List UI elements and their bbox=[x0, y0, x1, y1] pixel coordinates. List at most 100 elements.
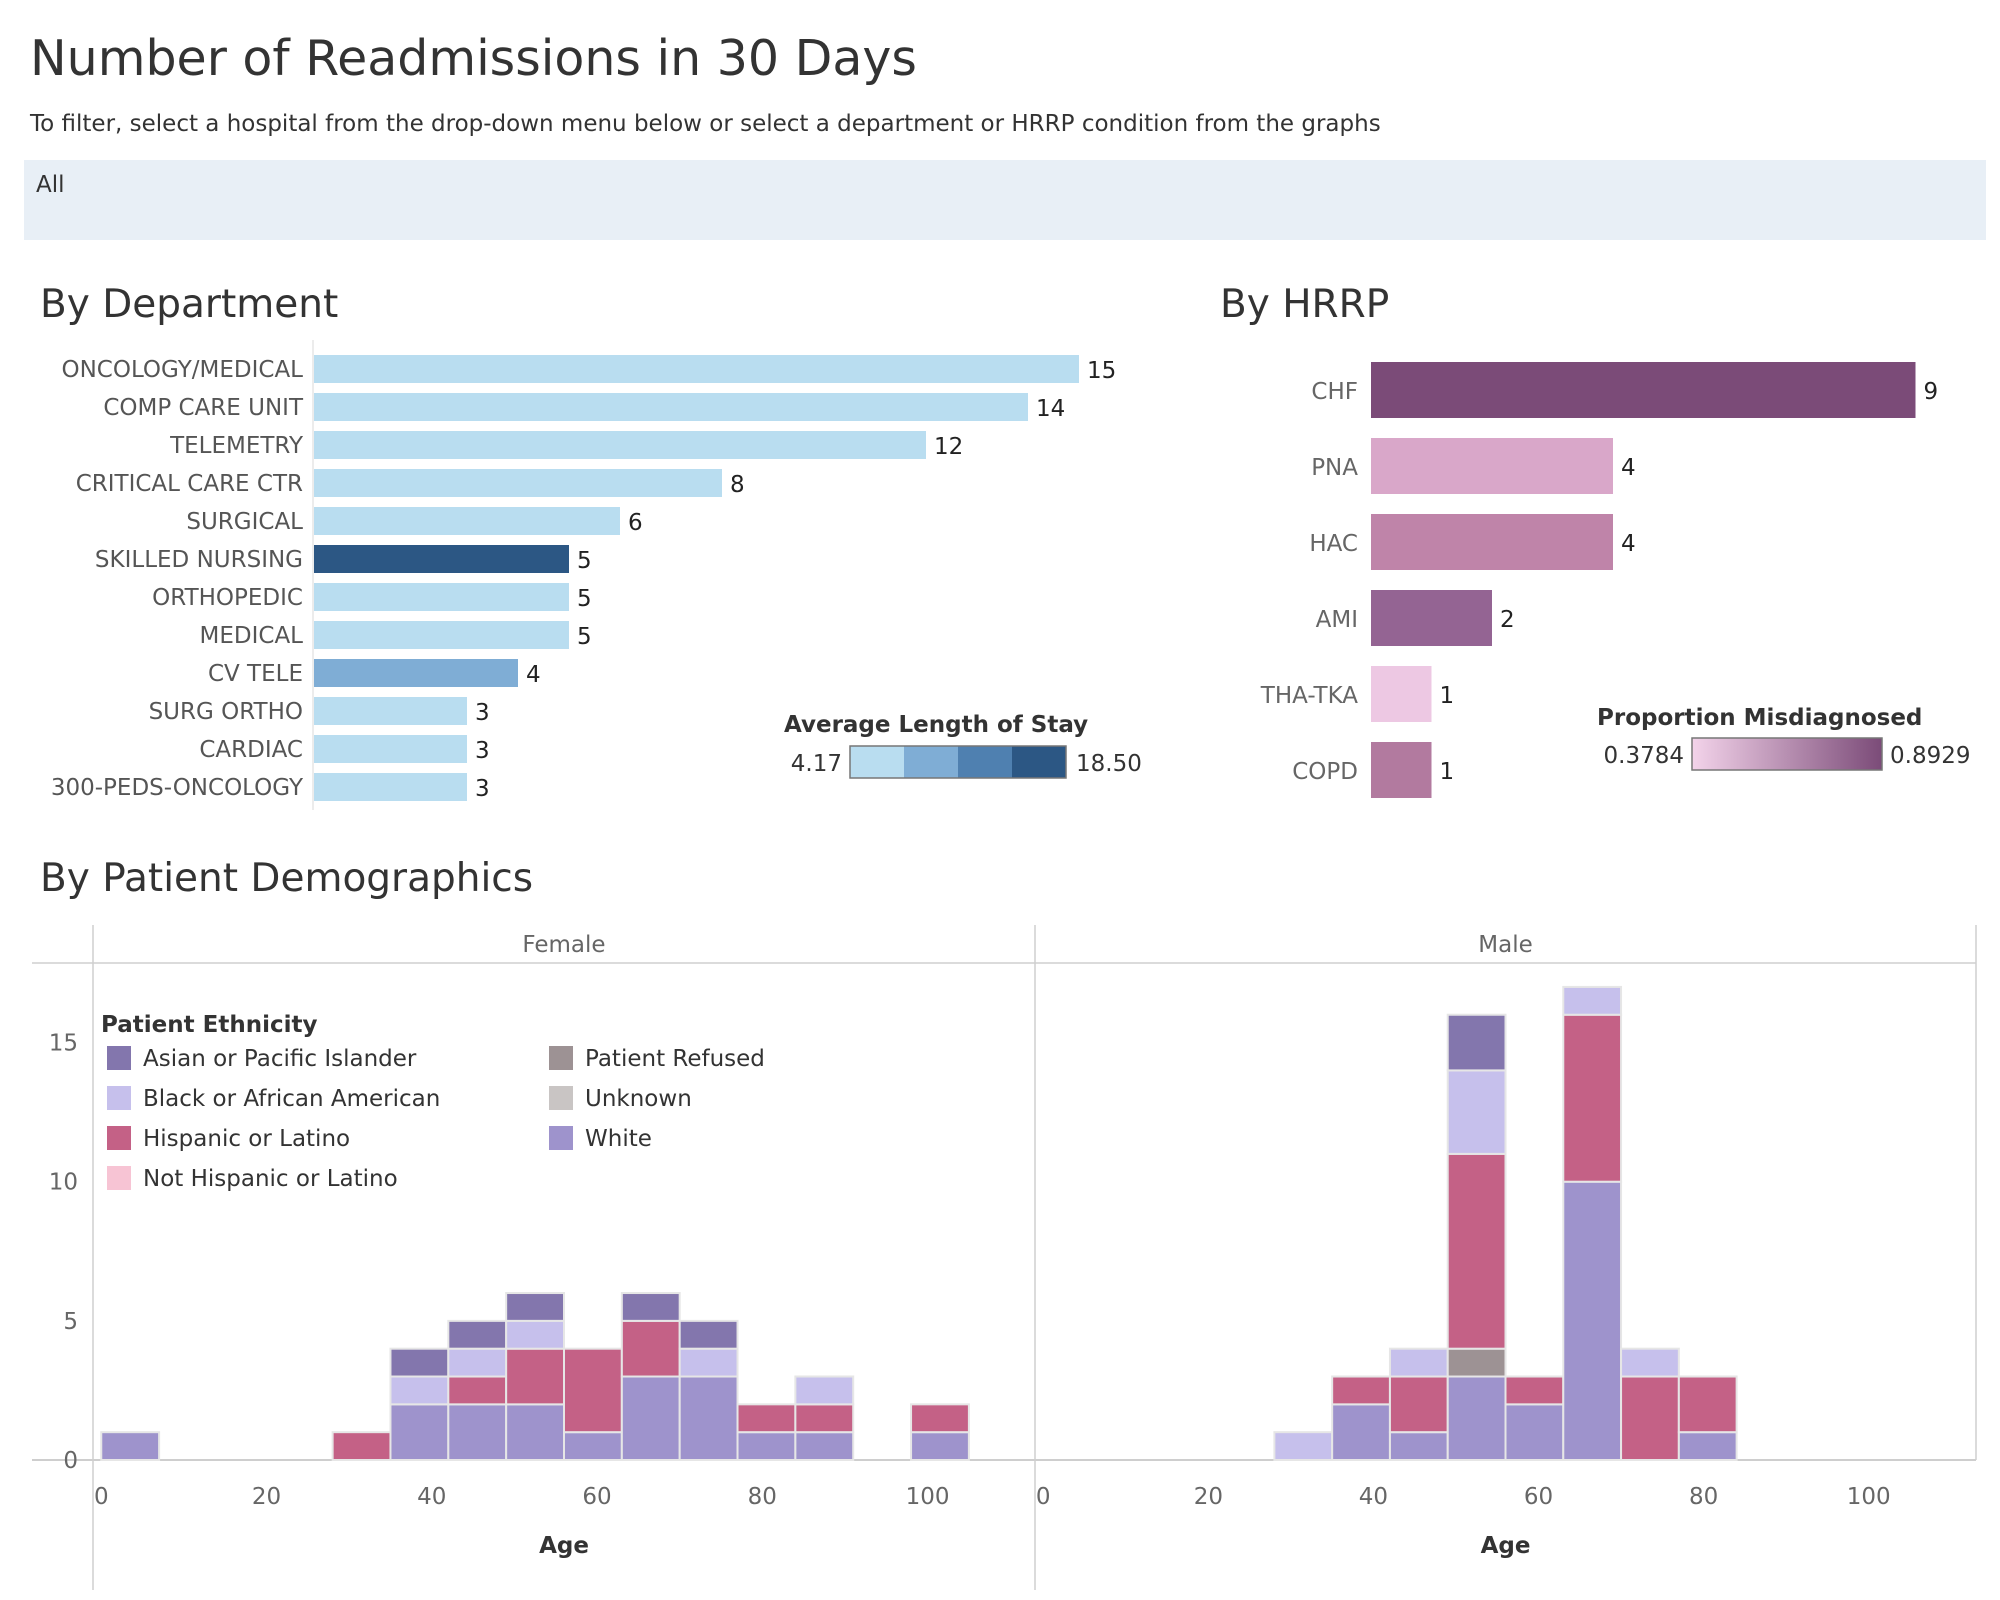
demographics-bar-female-black-or-african-american[interactable] bbox=[678, 1347, 739, 1378]
demographics-bar-male-hispanic-or-latino[interactable] bbox=[1677, 1375, 1738, 1434]
hospital-filter-dropdown[interactable]: All bbox=[24, 160, 1986, 240]
demographics-bar-female-hispanic-or-latino[interactable] bbox=[736, 1403, 797, 1434]
department-bar-medical[interactable] bbox=[314, 621, 569, 649]
department-bar-skilled-nursing[interactable] bbox=[314, 545, 569, 573]
demographics-bar-female-asian-or-pacific-islander[interactable] bbox=[447, 1319, 508, 1350]
demographics-bar-female-white[interactable] bbox=[447, 1403, 508, 1462]
los-legend-title: Average Length of Stay bbox=[784, 712, 1088, 738]
ethnicity-legend-swatch-hispanic-or-latino[interactable] bbox=[107, 1126, 131, 1150]
demographics-bar-female-asian-or-pacific-islander[interactable] bbox=[505, 1292, 566, 1322]
demographics-bar-male-hispanic-or-latino[interactable] bbox=[1562, 1013, 1623, 1183]
department-bar-oncology-medical[interactable] bbox=[314, 355, 1079, 383]
department-value-telemetry: 12 bbox=[934, 434, 963, 460]
department-bar-critical-care-ctr[interactable] bbox=[314, 469, 722, 497]
department-value-orthopedic: 5 bbox=[577, 586, 592, 612]
demographics-bar-female-white[interactable] bbox=[563, 1431, 623, 1462]
ethnicity-legend-label-asian-or-pacific-islander: Asian or Pacific Islander bbox=[143, 1046, 417, 1072]
hrrp-label-tha-tka: THA-TKA bbox=[1260, 683, 1358, 709]
hrrp-chart: CHF 9 PNA 4 HAC 4 AMI 2 THA-TKA 1 COPD 1 Proportion … bbox=[1260, 362, 1970, 798]
demographics-bar-female-black-or-african-american[interactable] bbox=[447, 1347, 508, 1378]
demographics-bar-female-white[interactable] bbox=[794, 1431, 855, 1462]
demographics-bar-female-white[interactable] bbox=[100, 1431, 161, 1462]
demographics-bar-female-white[interactable] bbox=[505, 1403, 566, 1462]
hrrp-label-copd: COPD bbox=[1292, 759, 1358, 785]
panel-header-male: Male bbox=[1478, 932, 1532, 958]
ethnicity-legend-swatch-white[interactable] bbox=[549, 1126, 573, 1150]
ethnicity-legend-swatch-patient-refused[interactable] bbox=[549, 1046, 573, 1070]
los-legend-step bbox=[904, 746, 958, 778]
department-label-surg-ortho: SURG ORTHO bbox=[149, 699, 303, 725]
demographics-bar-male-white[interactable] bbox=[1446, 1375, 1507, 1461]
department-bar-telemetry[interactable] bbox=[314, 431, 926, 459]
demographics-bar-male-hispanic-or-latino[interactable] bbox=[1446, 1152, 1507, 1350]
hrrp-bar-chf[interactable] bbox=[1371, 362, 1916, 418]
ethnicity-legend-swatch-black-or-african-american[interactable] bbox=[107, 1086, 131, 1110]
demographics-bar-male-black-or-african-american[interactable] bbox=[1562, 985, 1623, 1016]
demographics-bar-male-hispanic-or-latino[interactable] bbox=[1388, 1375, 1449, 1434]
demographics-bar-female-white[interactable] bbox=[620, 1375, 681, 1461]
demographics-bar-male-patient-refused[interactable] bbox=[1446, 1347, 1507, 1378]
x-tick-label: 20 bbox=[1194, 1484, 1223, 1510]
demographics-bar-male-asian-or-pacific-islander[interactable] bbox=[1446, 1013, 1507, 1072]
hrrp-bar-tha-tka[interactable] bbox=[1371, 666, 1432, 722]
demographics-bar-male-white[interactable] bbox=[1331, 1403, 1391, 1462]
demographics-bar-female-white[interactable] bbox=[736, 1431, 797, 1462]
demographics-bar-female-asian-or-pacific-islander[interactable] bbox=[620, 1292, 681, 1322]
demographics-bar-female-hispanic-or-latino[interactable] bbox=[910, 1403, 970, 1434]
x-tick-label: 40 bbox=[417, 1484, 446, 1510]
demographics-bar-female-hispanic-or-latino[interactable] bbox=[505, 1347, 566, 1406]
hrrp-bar-pna[interactable] bbox=[1371, 438, 1613, 494]
demographics-bar-female-black-or-african-american[interactable] bbox=[794, 1375, 855, 1406]
demographics-bar-male-hispanic-or-latino[interactable] bbox=[1620, 1375, 1680, 1461]
department-bar-orthopedic[interactable] bbox=[314, 583, 569, 611]
department-label-cv-tele: CV TELE bbox=[208, 661, 303, 687]
demographics-bar-female-white[interactable] bbox=[389, 1403, 450, 1462]
los-legend-step bbox=[1012, 746, 1066, 778]
demographics-bar-male-black-or-african-american[interactable] bbox=[1388, 1347, 1449, 1378]
demographics-bar-female-hispanic-or-latino[interactable] bbox=[447, 1375, 508, 1406]
los-legend-min: 4.17 bbox=[791, 751, 842, 777]
department-bar-300-peds-oncology[interactable] bbox=[314, 773, 467, 801]
demographics-bar-female-hispanic-or-latino[interactable] bbox=[563, 1347, 623, 1434]
demographics-bar-female-black-or-african-american[interactable] bbox=[389, 1375, 450, 1406]
demographics-bar-male-black-or-african-american[interactable] bbox=[1273, 1431, 1334, 1462]
ethnicity-legend-swatch-unknown[interactable] bbox=[549, 1086, 573, 1110]
department-label-cardiac: CARDIAC bbox=[199, 737, 303, 763]
department-bar-surg-ortho[interactable] bbox=[314, 697, 467, 725]
x-tick-label: 0 bbox=[1036, 1484, 1051, 1510]
department-bar-comp-care-unit[interactable] bbox=[314, 393, 1028, 421]
demographics-bar-female-white[interactable] bbox=[910, 1431, 970, 1462]
department-bar-cardiac[interactable] bbox=[314, 735, 467, 763]
x-axis-title: Age bbox=[539, 1533, 589, 1559]
demographics-bar-female-hispanic-or-latino[interactable] bbox=[794, 1403, 855, 1434]
demographics-bar-female-asian-or-pacific-islander[interactable] bbox=[678, 1319, 739, 1350]
hrrp-label-pna: PNA bbox=[1311, 455, 1358, 481]
ethnicity-legend-swatch-not-hispanic-or-latino[interactable] bbox=[107, 1166, 131, 1190]
demographics-bar-female-asian-or-pacific-islander[interactable] bbox=[389, 1347, 450, 1378]
demographics-bar-male-white[interactable] bbox=[1504, 1403, 1565, 1462]
demographics-bar-female-white[interactable] bbox=[678, 1375, 739, 1461]
demographics-bar-male-white[interactable] bbox=[1562, 1180, 1623, 1461]
hrrp-bar-ami[interactable] bbox=[1371, 590, 1492, 646]
demographics-bar-female-hispanic-or-latino[interactable] bbox=[331, 1431, 392, 1462]
ethnicity-legend-label-white: White bbox=[585, 1126, 652, 1152]
ethnicity-legend-label-black-or-african-american: Black or African American bbox=[143, 1086, 440, 1112]
ethnicity-legend-label-unknown: Unknown bbox=[585, 1086, 692, 1112]
hrrp-bar-hac[interactable] bbox=[1371, 514, 1613, 570]
demographics-bar-male-white[interactable] bbox=[1677, 1431, 1738, 1462]
hrrp-value-tha-tka: 1 bbox=[1440, 683, 1455, 709]
department-label-medical: MEDICAL bbox=[200, 623, 304, 649]
department-bar-surgical[interactable] bbox=[314, 507, 620, 535]
demographics-bar-female-black-or-african-american[interactable] bbox=[505, 1319, 566, 1350]
hrrp-bar-copd[interactable] bbox=[1371, 742, 1432, 798]
department-value-surgical: 6 bbox=[628, 510, 643, 536]
ethnicity-legend-swatch-asian-or-pacific-islander[interactable] bbox=[107, 1046, 131, 1070]
demographics-bar-male-hispanic-or-latino[interactable] bbox=[1504, 1375, 1565, 1406]
department-bar-cv-tele[interactable] bbox=[314, 659, 518, 687]
demographics-bar-male-black-or-african-american[interactable] bbox=[1620, 1347, 1680, 1378]
los-legend-border bbox=[849, 745, 1067, 779]
demographics-bar-female-hispanic-or-latino[interactable] bbox=[620, 1319, 681, 1378]
demographics-bar-male-hispanic-or-latino[interactable] bbox=[1331, 1375, 1391, 1406]
demographics-bar-male-white[interactable] bbox=[1388, 1431, 1449, 1462]
demographics-bar-male-black-or-african-american[interactable] bbox=[1446, 1069, 1507, 1155]
